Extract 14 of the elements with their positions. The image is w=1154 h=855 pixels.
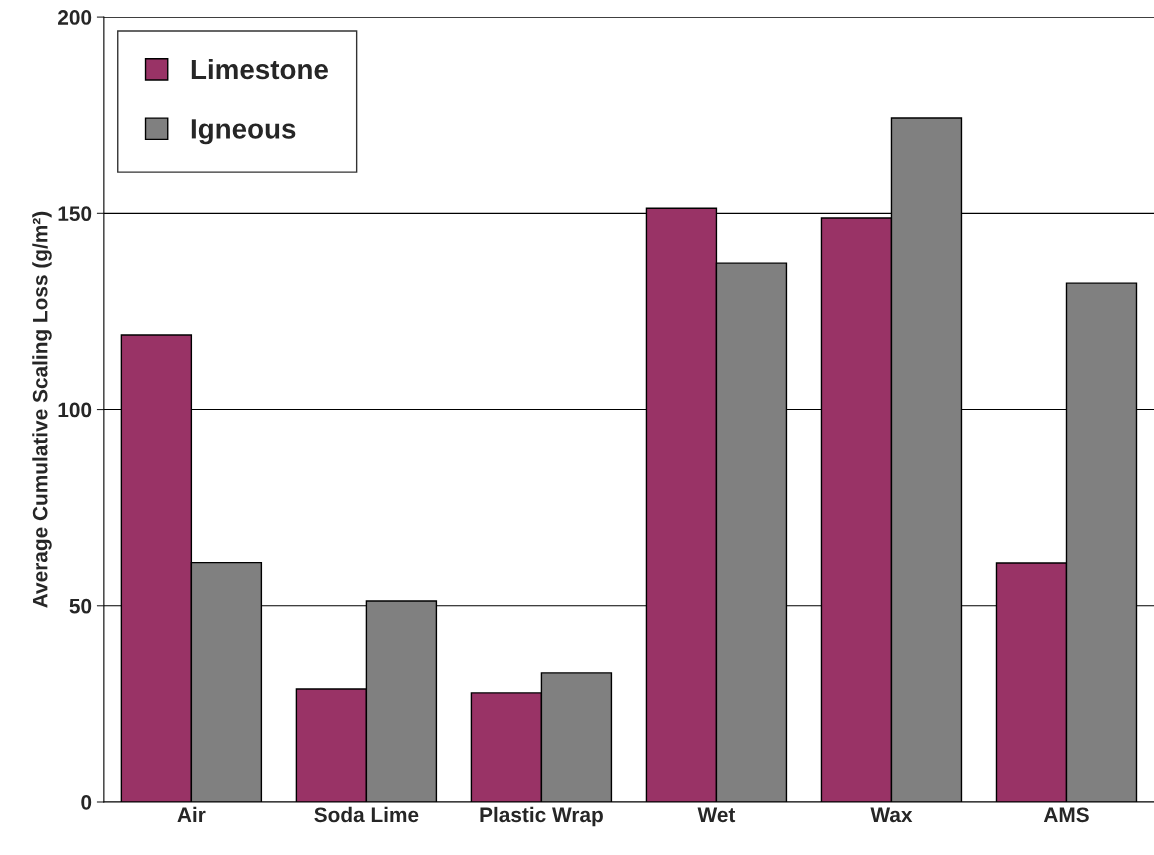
legend-label: Limestone xyxy=(191,58,328,80)
x-tick-label: Wet xyxy=(697,807,736,823)
y-tick-label: 50 xyxy=(69,598,92,614)
x-tick-label: Air xyxy=(177,806,206,822)
x-tick-label: Wax xyxy=(870,807,913,823)
x-tick-label: Soda Lime xyxy=(314,806,419,823)
y-tick-label: 100 xyxy=(58,402,92,418)
y-tick-label: 150 xyxy=(58,206,92,222)
y-tick-label: 0 xyxy=(81,794,92,810)
y-axis-title: Average Cumulative Scaling Loss (g/m²) xyxy=(32,211,52,608)
x-tick-label: Plastic Wrap xyxy=(480,806,603,827)
y-tick-label: 200 xyxy=(58,10,92,25)
legend-label: Igneous xyxy=(191,119,296,145)
x-tick-label: AMS xyxy=(1043,807,1089,823)
